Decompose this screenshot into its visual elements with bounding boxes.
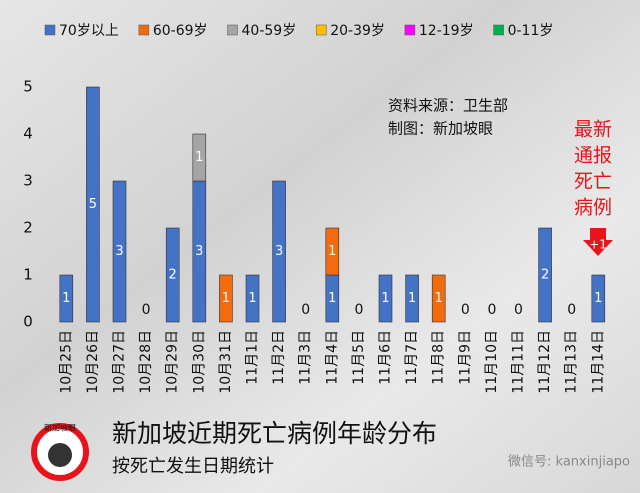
legend-swatch bbox=[44, 24, 56, 36]
legend-swatch bbox=[404, 24, 416, 36]
chart-title: 新加坡近期死亡病例年龄分布 bbox=[112, 419, 437, 448]
bar-segment bbox=[59, 274, 74, 323]
annotation: 死亡 bbox=[574, 171, 612, 193]
y-tick-label: 3 bbox=[23, 172, 33, 190]
x-tick-label: 11月8日 bbox=[431, 330, 447, 385]
bar-segment bbox=[245, 274, 260, 323]
logo-icon bbox=[48, 443, 72, 467]
legend-label: 12-19岁 bbox=[419, 23, 474, 39]
x-tick-label: 10月31日 bbox=[218, 330, 234, 394]
data-label: 2 bbox=[169, 268, 177, 283]
logo-text: 新加坡眼 bbox=[44, 423, 76, 433]
y-tick-label: 5 bbox=[23, 78, 33, 96]
annotation: 通报 bbox=[574, 145, 612, 167]
bar-segment bbox=[165, 227, 180, 323]
data-label: 0 bbox=[301, 302, 310, 318]
x-tick-label: 11月14日 bbox=[590, 330, 606, 394]
bar-segment bbox=[86, 86, 100, 323]
arrow bbox=[583, 228, 613, 256]
data-label: 1 bbox=[195, 150, 203, 165]
data-label: 0 bbox=[567, 302, 576, 318]
data-label: 3 bbox=[195, 244, 203, 259]
data-label: 3 bbox=[275, 244, 283, 259]
x-tick-label: 10月27日 bbox=[112, 330, 128, 394]
data-label: 1 bbox=[408, 291, 416, 306]
x-tick-label: 10月26日 bbox=[85, 330, 101, 394]
legend-label: 60-69岁 bbox=[153, 23, 208, 39]
data-label: 2 bbox=[541, 268, 549, 283]
data-label: 0 bbox=[142, 302, 151, 318]
bar-segment bbox=[112, 180, 127, 323]
x-tick-label: 11月3日 bbox=[298, 330, 314, 385]
data-label: 1 bbox=[248, 291, 256, 306]
x-tick-label: 11月5日 bbox=[351, 330, 367, 385]
x-tick-label: 11月1日 bbox=[245, 330, 261, 385]
y-tick-label: 2 bbox=[23, 219, 33, 237]
data-label: 5 bbox=[89, 197, 97, 212]
legend-swatch bbox=[138, 24, 150, 36]
bar-segment bbox=[325, 227, 340, 276]
legend-label: 40-59岁 bbox=[242, 23, 297, 39]
bar-segment bbox=[591, 274, 606, 323]
legend-label: 70岁以上 bbox=[59, 23, 119, 39]
legend-label: 0-11岁 bbox=[508, 23, 554, 39]
data-label: 0 bbox=[354, 302, 363, 318]
data-label: 0 bbox=[514, 302, 523, 318]
x-tick-label: 11月10日 bbox=[484, 330, 500, 394]
x-tick-label: 11月7日 bbox=[404, 330, 420, 385]
data-label: 1 bbox=[328, 244, 336, 259]
x-tick-label: 11月13日 bbox=[564, 330, 580, 394]
x-tick-label: 11月9日 bbox=[457, 330, 473, 385]
chart-subtitle: 按死亡发生日期统计 bbox=[112, 456, 274, 477]
data-label: 1 bbox=[435, 291, 443, 306]
y-tick-label: 4 bbox=[23, 125, 33, 143]
bar-segment bbox=[431, 274, 446, 323]
x-tick-label: 10月28日 bbox=[138, 330, 154, 394]
annotation: 最新 bbox=[574, 119, 612, 141]
bar-segment bbox=[272, 180, 286, 323]
x-tick-label: 11月6日 bbox=[378, 330, 394, 385]
bar-segment bbox=[538, 227, 552, 323]
x-tick-label: 11月11日 bbox=[511, 330, 527, 394]
x-tick-label: 11月2日 bbox=[271, 330, 287, 385]
watermark: 微信号: kanxinjiapo bbox=[508, 455, 630, 470]
source: 资料来源：卫生部 bbox=[388, 97, 508, 115]
bar-segment bbox=[405, 274, 419, 323]
data-label: 0 bbox=[487, 302, 496, 318]
data-label: 1 bbox=[222, 291, 230, 306]
legend-swatch bbox=[315, 24, 327, 36]
legend-swatch bbox=[227, 24, 238, 36]
data-label: 0 bbox=[461, 302, 470, 318]
x-tick-label: 10月29日 bbox=[165, 330, 181, 394]
y-tick-label: 1 bbox=[23, 266, 33, 284]
bar-segment bbox=[219, 274, 233, 323]
bar-segment bbox=[378, 274, 393, 323]
y-tick-label: 0 bbox=[23, 313, 33, 331]
data-label: 1 bbox=[62, 291, 70, 306]
data-label: 1 bbox=[328, 291, 336, 306]
x-tick-label: 11月12日 bbox=[537, 330, 553, 394]
legend-swatch bbox=[493, 24, 504, 36]
data-label: 1 bbox=[381, 291, 389, 306]
credit: 制图：新加坡眼 bbox=[388, 120, 493, 138]
legend-label: 20-39岁 bbox=[330, 23, 385, 39]
annotation: 病例 bbox=[574, 197, 612, 219]
data-label: 3 bbox=[115, 244, 123, 259]
data-label: 1 bbox=[594, 291, 602, 306]
x-tick-label: 10月25日 bbox=[58, 330, 74, 394]
x-tick-label: 10月30日 bbox=[191, 330, 207, 394]
x-tick-label: 11月4日 bbox=[324, 330, 340, 385]
arrow-label: +1 bbox=[589, 238, 607, 252]
bar-segment bbox=[192, 133, 207, 182]
